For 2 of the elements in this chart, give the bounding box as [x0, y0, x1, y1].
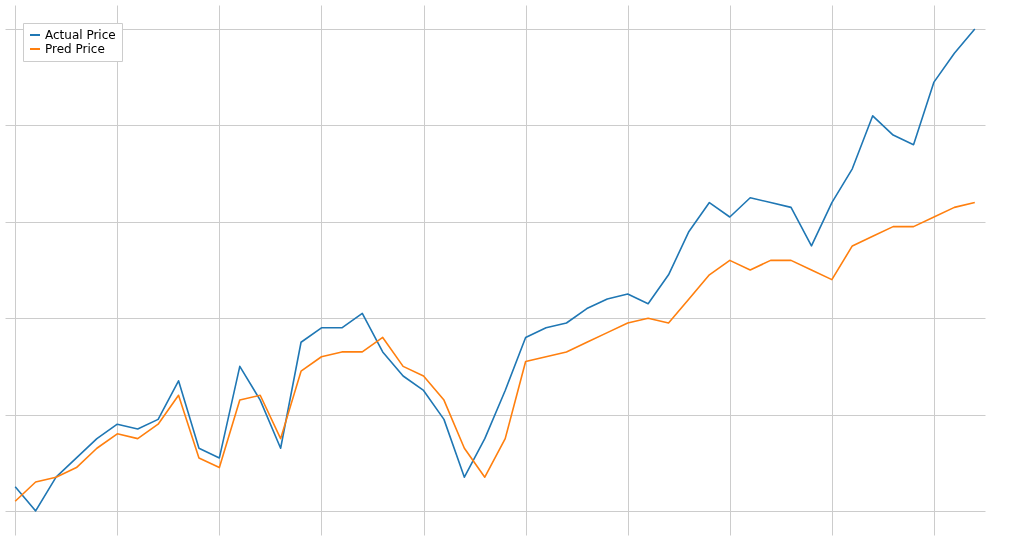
legend-label: Pred Price: [45, 42, 105, 56]
legend-label: Actual Price: [45, 28, 116, 42]
